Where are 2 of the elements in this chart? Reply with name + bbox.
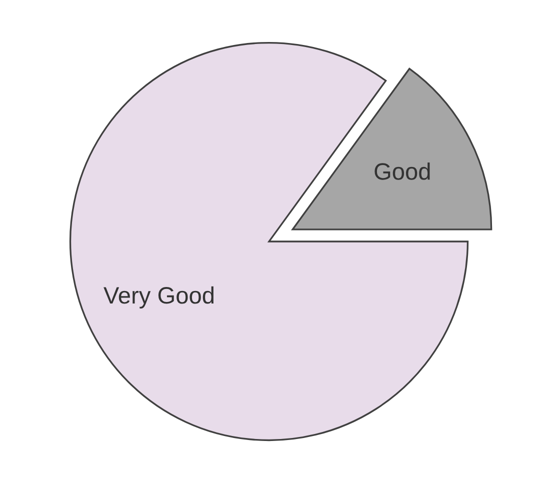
slice-label: Good — [374, 162, 430, 180]
slice-label: Very Good — [104, 286, 214, 308]
